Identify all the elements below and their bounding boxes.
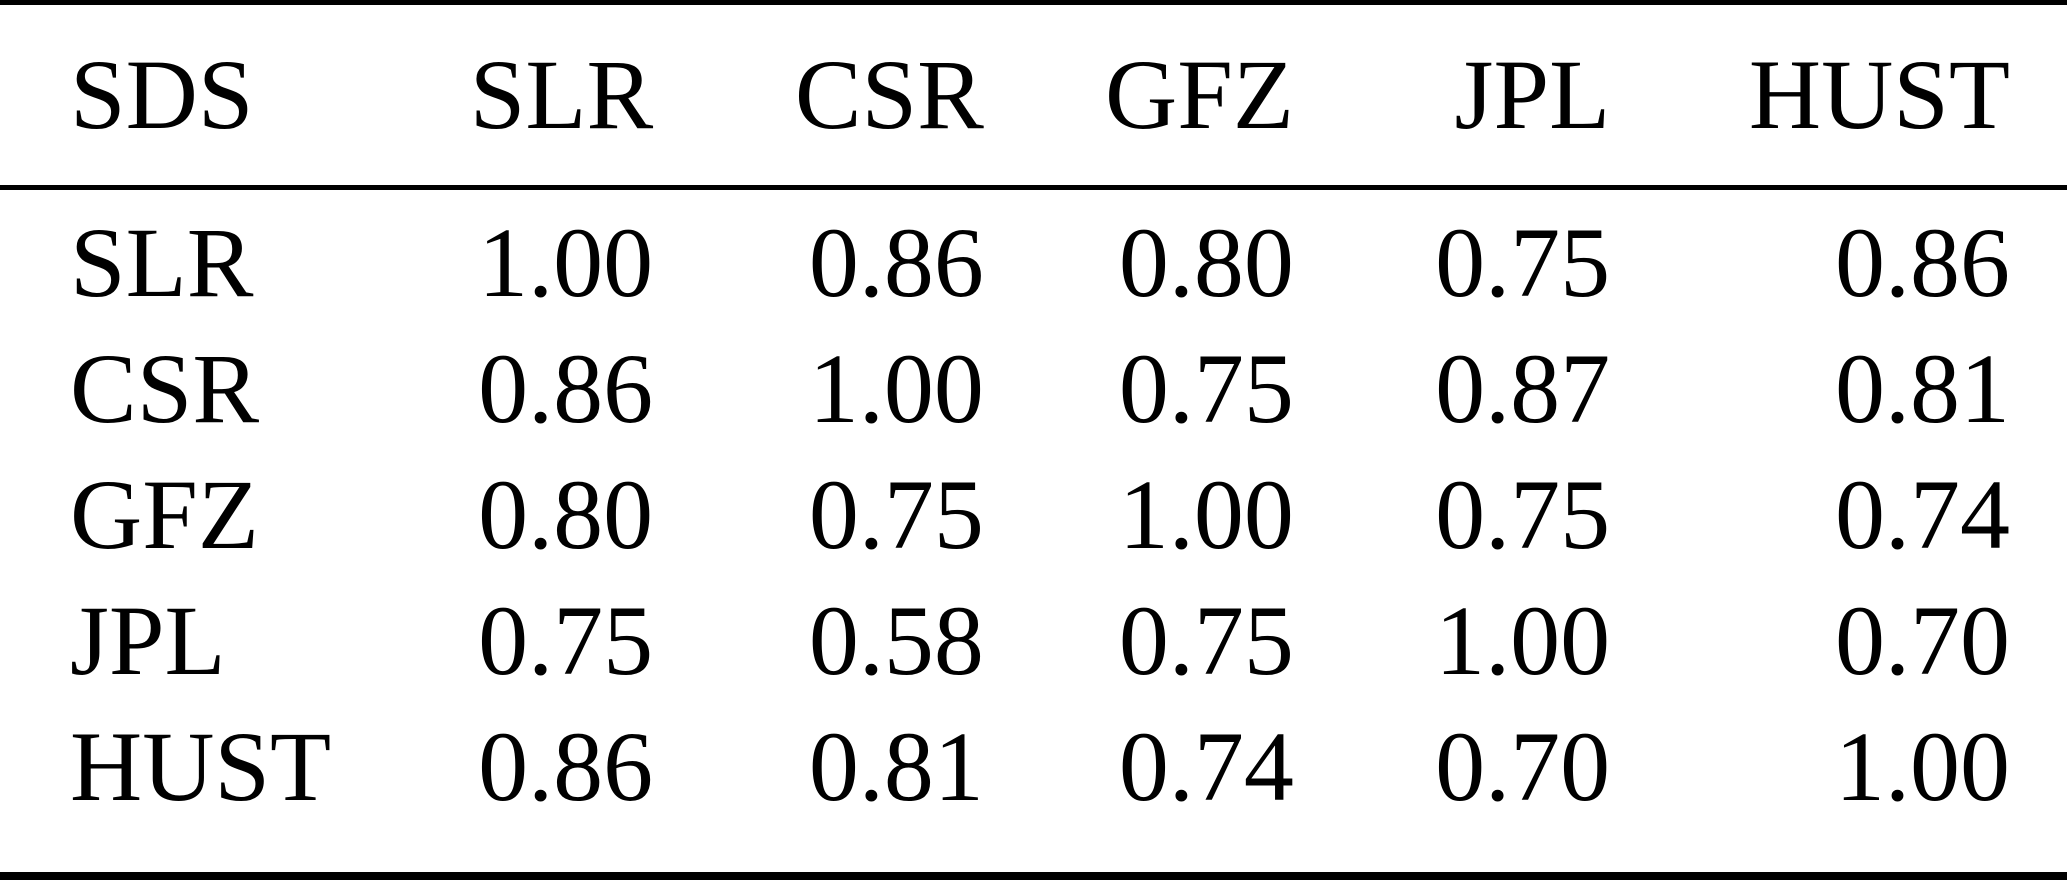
table-cell: 0.70 xyxy=(1835,585,2010,696)
table-cell: 0.75 xyxy=(1435,207,1611,318)
column-header-gfz: GFZ xyxy=(1105,39,1294,150)
table-cell: 0.86 xyxy=(1835,207,2010,318)
table-cell: 0.86 xyxy=(478,711,654,822)
table-cell: 0.70 xyxy=(1435,711,1611,822)
column-header-sds: SDS xyxy=(70,39,254,150)
table-cell: 0.74 xyxy=(1118,711,1294,822)
row-header: CSR xyxy=(70,333,260,444)
table-cell: 0.86 xyxy=(808,207,984,318)
header-row: SDS SLR CSR GFZ JPL HUST xyxy=(0,3,2067,188)
column-header-csr: CSR xyxy=(794,39,984,150)
table-cell: 0.80 xyxy=(478,459,654,570)
column-header-jpl: JPL xyxy=(1454,39,1611,150)
column-header-slr: SLR xyxy=(469,39,654,150)
table-cell: 0.74 xyxy=(1835,459,2010,570)
table-row-csr: CSR 0.86 1.00 0.75 0.87 0.81 xyxy=(0,326,2067,452)
table-cell: 0.80 xyxy=(1118,207,1294,318)
table-row-gfz: GFZ 0.80 0.75 1.00 0.75 0.74 xyxy=(0,452,2067,578)
table-cell: 0.75 xyxy=(808,459,984,570)
table-row-jpl: JPL 0.75 0.58 0.75 1.00 0.70 xyxy=(0,578,2067,704)
table-cell: 1.00 xyxy=(1835,711,2010,822)
table-cell: 1.00 xyxy=(808,333,984,444)
row-header: HUST xyxy=(70,711,332,822)
table-cell: 0.81 xyxy=(1835,333,2010,444)
table-cell: 1.00 xyxy=(1435,585,1611,696)
row-header: JPL xyxy=(70,585,226,696)
row-header: SLR xyxy=(70,207,254,318)
column-header-hust: HUST xyxy=(1748,39,2010,150)
table-cell: 1.00 xyxy=(1118,459,1294,570)
table-cell: 0.75 xyxy=(1118,333,1294,444)
table-cell: 0.75 xyxy=(478,585,654,696)
table-cell: 0.86 xyxy=(478,333,654,444)
table-row-hust: HUST 0.86 0.81 0.74 0.70 1.00 xyxy=(0,704,2067,876)
table-cell: 0.87 xyxy=(1435,333,1611,444)
table-cell: 0.81 xyxy=(808,711,984,822)
table-cell: 1.00 xyxy=(478,207,654,318)
table-cell: 0.75 xyxy=(1435,459,1611,570)
table-row-slr: SLR 1.00 0.86 0.80 0.75 0.86 xyxy=(0,188,2067,327)
row-header: GFZ xyxy=(70,459,259,570)
table-cell: 0.75 xyxy=(1118,585,1294,696)
table-cell: 0.58 xyxy=(808,585,984,696)
